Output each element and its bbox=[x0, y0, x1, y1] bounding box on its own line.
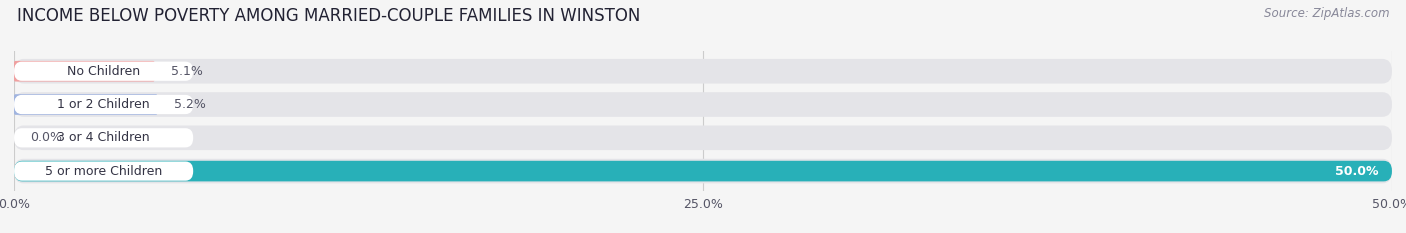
Text: Source: ZipAtlas.com: Source: ZipAtlas.com bbox=[1264, 7, 1389, 20]
FancyBboxPatch shape bbox=[14, 161, 193, 181]
FancyBboxPatch shape bbox=[14, 126, 1392, 150]
FancyBboxPatch shape bbox=[14, 61, 155, 82]
Text: 3 or 4 Children: 3 or 4 Children bbox=[58, 131, 150, 144]
Text: 1 or 2 Children: 1 or 2 Children bbox=[58, 98, 150, 111]
Text: 0.0%: 0.0% bbox=[31, 131, 63, 144]
Text: No Children: No Children bbox=[67, 65, 141, 78]
Text: 5 or more Children: 5 or more Children bbox=[45, 164, 162, 178]
FancyBboxPatch shape bbox=[14, 59, 1392, 84]
Text: 50.0%: 50.0% bbox=[1334, 164, 1378, 178]
FancyBboxPatch shape bbox=[14, 94, 157, 115]
Text: 5.2%: 5.2% bbox=[174, 98, 205, 111]
FancyBboxPatch shape bbox=[14, 62, 193, 81]
FancyBboxPatch shape bbox=[14, 161, 1392, 182]
FancyBboxPatch shape bbox=[14, 92, 1392, 117]
FancyBboxPatch shape bbox=[14, 128, 193, 147]
Text: INCOME BELOW POVERTY AMONG MARRIED-COUPLE FAMILIES IN WINSTON: INCOME BELOW POVERTY AMONG MARRIED-COUPL… bbox=[17, 7, 640, 25]
FancyBboxPatch shape bbox=[14, 159, 1392, 183]
FancyBboxPatch shape bbox=[14, 95, 193, 114]
Text: 5.1%: 5.1% bbox=[172, 65, 202, 78]
